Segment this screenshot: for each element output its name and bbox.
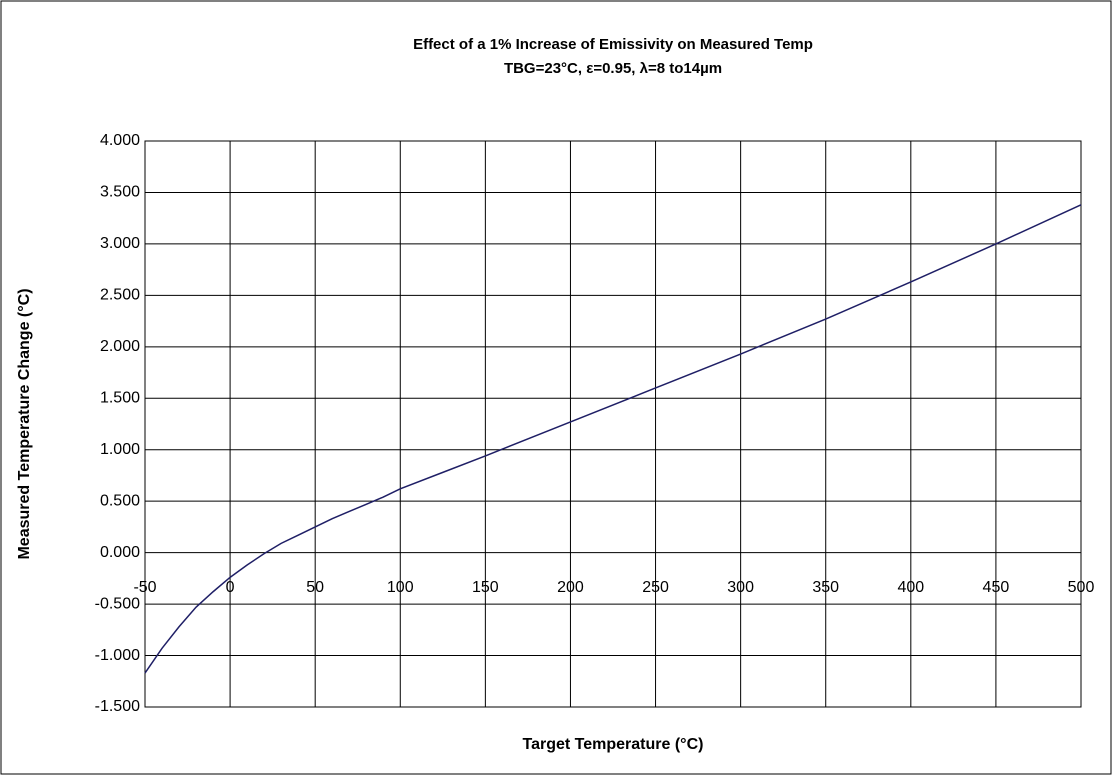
y-tick-label: -0.500 [95,595,140,612]
chart-subtitle: TBG=23°C, ε=0.95, λ=8 to14µm [504,60,722,77]
y-tick-label: -1.500 [95,698,140,715]
y-tick-label: 3.500 [100,184,140,201]
y-tick-label: 1.500 [100,389,140,406]
y-tick-label: 2.000 [100,338,140,355]
y-tick-label: 3.000 [100,235,140,252]
y-tick-label: 4.000 [100,132,140,149]
plot-border [144,140,1082,708]
x-axis-label: Target Temperature (°C) [523,736,704,753]
data-line [144,204,1082,674]
y-tick-label: -1.000 [95,647,140,664]
y-tick-label: 0.000 [100,544,140,561]
y-tick-label: 0.500 [100,492,140,509]
y-tick-label: 1.000 [100,441,140,458]
y-axis-label: Measured Temperature Change (°C) [16,288,33,559]
chart-title: Effect of a 1% Increase of Emissivity on… [413,36,813,53]
y-tick-label: 2.500 [100,287,140,304]
